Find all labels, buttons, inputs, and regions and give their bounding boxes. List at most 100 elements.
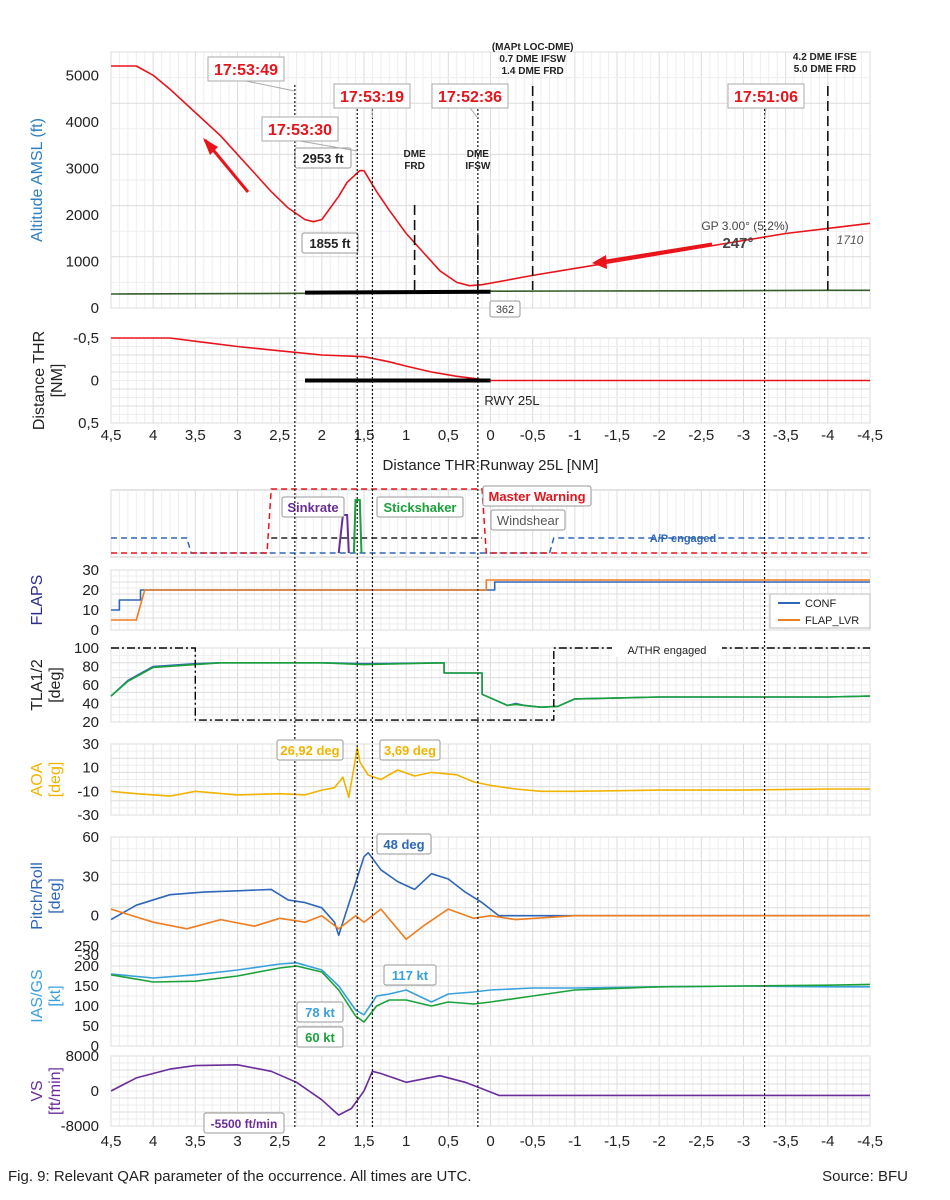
ap-engaged-label: A/P engaged bbox=[650, 533, 716, 545]
source-label: Source: BFU bbox=[822, 1168, 908, 1185]
alt-1855-label-box bbox=[301, 232, 359, 254]
xtick-top: 3 bbox=[233, 427, 241, 444]
alt-2953-label: 2953 ft bbox=[302, 151, 344, 166]
time-box-2 bbox=[333, 83, 411, 109]
stickshaker-label-box bbox=[376, 496, 464, 518]
dme-label-2: 0.7 DME IFSW bbox=[499, 54, 566, 65]
time-leader-3 bbox=[469, 107, 479, 119]
time-leader-0 bbox=[245, 80, 295, 92]
ytick-tla: 40 bbox=[82, 696, 99, 713]
ytick-aoa: -10 bbox=[77, 783, 99, 800]
ylabel-aoa: AOA bbox=[29, 762, 46, 796]
aoa-369-label-box bbox=[379, 739, 441, 761]
series-pitchroll-Pitch bbox=[110, 851, 870, 937]
xtick-top: 0,5 bbox=[438, 427, 459, 444]
ytick-speed: 150 bbox=[74, 978, 99, 995]
ytick-tla: 60 bbox=[82, 677, 99, 694]
xtick-top: 1 bbox=[402, 427, 410, 444]
xtick-bottom: -3,5 bbox=[773, 1133, 799, 1150]
vs-5500-label: -5500 ft/min bbox=[211, 1117, 278, 1131]
xtick-bottom: 0 bbox=[486, 1133, 494, 1150]
ytick-pitchroll: 60 bbox=[82, 829, 99, 846]
alt-1855-label: 1855 ft bbox=[309, 236, 351, 251]
xtick-top: 4,5 bbox=[101, 427, 122, 444]
ylabel-vs: [ft/min] bbox=[47, 1067, 64, 1115]
ytick-speed: 100 bbox=[74, 998, 99, 1015]
dme-label-2: (MAPt LOC-DME) bbox=[492, 42, 574, 53]
x-axis-label: Distance THR Runway 25L [NM] bbox=[383, 457, 599, 474]
ias-117-label: 117 kt bbox=[392, 968, 429, 983]
ytick-aoa: 10 bbox=[82, 760, 99, 777]
ytick-flaps: 30 bbox=[82, 562, 99, 579]
aoa-369-label: 3,69 deg bbox=[384, 743, 436, 758]
ytick-tla: 80 bbox=[82, 659, 99, 676]
time-box-4 bbox=[727, 83, 805, 109]
xtick-bottom: 0,5 bbox=[438, 1133, 459, 1150]
ytick-altitude: 2000 bbox=[66, 207, 99, 224]
xtick-bottom: 1,5 bbox=[354, 1133, 375, 1150]
xtick-bottom: -2,5 bbox=[688, 1133, 714, 1150]
athr-label-bg bbox=[612, 643, 722, 657]
series-tla-2 bbox=[111, 647, 870, 721]
xtick-bottom: 1 bbox=[402, 1133, 410, 1150]
sinkrate-label-box bbox=[281, 496, 345, 518]
time-box-0 bbox=[207, 56, 285, 82]
pitch-48-label: 48 deg bbox=[383, 837, 424, 852]
xtick-bottom: -0,5 bbox=[520, 1133, 546, 1150]
xtick-bottom: 3,5 bbox=[185, 1133, 206, 1150]
series-altitude-0 bbox=[111, 65, 871, 287]
ylabel-tla: TLA1/2 bbox=[29, 659, 46, 711]
ytick-tla: 100 bbox=[74, 640, 99, 657]
alt-1710-label: 1710 bbox=[837, 233, 864, 247]
xtick-top: -4,5 bbox=[857, 427, 883, 444]
time-label-1: 17:53:30 bbox=[268, 122, 332, 139]
aoa-2692-label: 26,92 deg bbox=[280, 743, 339, 758]
windshear-label-box bbox=[490, 509, 566, 531]
xtick-bottom: -4 bbox=[821, 1133, 834, 1150]
ytick-tla: 20 bbox=[82, 714, 99, 731]
xtick-bottom: 2,5 bbox=[269, 1133, 290, 1150]
ytick-flaps: 0 bbox=[91, 622, 99, 639]
xtick-bottom: -1 bbox=[568, 1133, 581, 1150]
ylabel-altitude: Altitude AMSL (ft) bbox=[29, 118, 46, 242]
ylabel-aoa: [deg] bbox=[47, 762, 64, 798]
xtick-top: -3,5 bbox=[773, 427, 799, 444]
ytick-flaps: 10 bbox=[82, 602, 99, 619]
legend-conf: CONF bbox=[805, 598, 836, 610]
master-warning-line bbox=[111, 488, 870, 554]
xtick-bottom: -4,5 bbox=[857, 1133, 883, 1150]
time-label-2: 17:53:19 bbox=[340, 89, 404, 106]
xtick-top: -0,5 bbox=[520, 427, 546, 444]
xtick-top: -1,5 bbox=[604, 427, 630, 444]
series-tla-1 bbox=[110, 661, 871, 709]
ylabel-vs: VS bbox=[29, 1080, 46, 1101]
series-pitchroll-Roll bbox=[110, 908, 870, 941]
rwy-label: RWY 25L bbox=[484, 393, 539, 408]
gs-60-label-box bbox=[296, 1026, 344, 1048]
xtick-top: 0 bbox=[486, 427, 494, 444]
ylabel-pitchroll: [deg] bbox=[47, 878, 64, 914]
time-leader-4 bbox=[764, 107, 767, 119]
xtick-top: 2,5 bbox=[269, 427, 290, 444]
legend-flaplvr: FLAP_LVR bbox=[805, 615, 859, 627]
ytick-altitude: 1000 bbox=[66, 253, 99, 270]
ylabel-tla: [deg] bbox=[47, 667, 64, 703]
ytick-altitude: 0 bbox=[91, 300, 99, 317]
ytick-vs: 0 bbox=[91, 1083, 99, 1100]
ytick-pitchroll: 30 bbox=[82, 868, 99, 885]
pitch-48-label-box bbox=[376, 833, 432, 855]
xtick-bottom: -2 bbox=[652, 1133, 665, 1150]
xtick-bottom: 3 bbox=[233, 1133, 241, 1150]
stickshaker-label: Stickshaker bbox=[384, 500, 457, 515]
series-aoa-0 bbox=[110, 746, 870, 799]
xtick-bottom: 2 bbox=[318, 1133, 326, 1150]
ylabel-speed: [kt] bbox=[47, 985, 64, 1006]
figure-caption: Fig. 9: Relevant QAR parameter of the oc… bbox=[8, 1168, 472, 1185]
dme-label-0: FRD bbox=[404, 161, 425, 172]
alt-362-label: 362 bbox=[496, 304, 514, 316]
xtick-top: -2 bbox=[652, 427, 665, 444]
ytick-pitchroll: -30 bbox=[77, 947, 99, 964]
xtick-top: 2 bbox=[318, 427, 326, 444]
time-label-0: 17:53:49 bbox=[214, 62, 278, 79]
